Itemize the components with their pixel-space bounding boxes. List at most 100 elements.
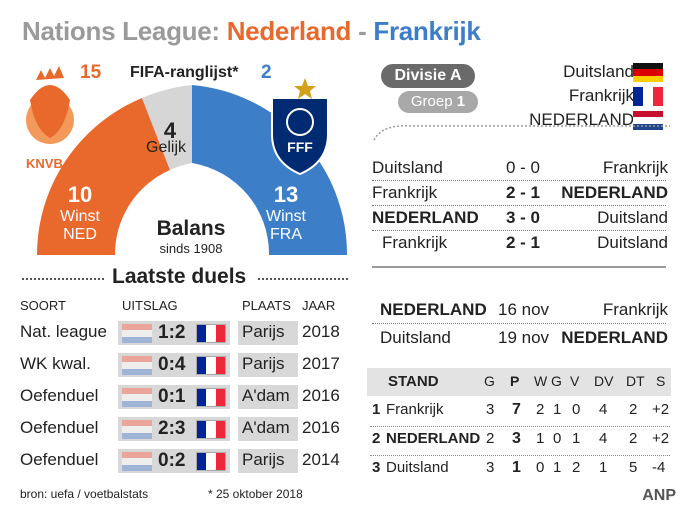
fifa-rank-ned: 15 bbox=[80, 62, 102, 83]
fra-flag-icon bbox=[196, 452, 226, 471]
standings-col-g: G bbox=[484, 373, 495, 389]
ned-flag-icon bbox=[122, 324, 152, 343]
col-header-soort: SOORT bbox=[20, 298, 66, 313]
flag-stripe bbox=[197, 421, 207, 438]
flag-stripe bbox=[206, 357, 216, 374]
flag-stripe bbox=[122, 330, 152, 337]
group-badge: Groep 1 bbox=[398, 91, 478, 113]
row-divider bbox=[372, 230, 666, 231]
standings-v: 2 bbox=[572, 459, 581, 476]
draws-block: 4 bbox=[150, 118, 190, 144]
standings-row: 3 Duitsland 3 1 0 1 2 1 5 -4 bbox=[370, 459, 670, 483]
standings-title: STAND bbox=[388, 373, 439, 390]
flag-stripe bbox=[197, 389, 207, 406]
result-home: NEDERLAND bbox=[372, 208, 479, 227]
flag-stripe bbox=[215, 453, 225, 470]
division-badge: Divisie A bbox=[381, 64, 475, 88]
ned-wins-label2: NED bbox=[63, 226, 97, 243]
knvb-logo bbox=[26, 66, 74, 144]
standings-row: 1 Frankrijk 3 7 2 1 0 4 2 +2 bbox=[370, 401, 670, 425]
standings-col-s: S bbox=[656, 373, 666, 389]
flag-stripe bbox=[122, 336, 152, 343]
standings-team: Duitsland bbox=[386, 459, 449, 476]
duel-uitslag: 0:4 bbox=[158, 354, 186, 375]
standings-row: 2 NEDERLAND 2 3 1 0 1 4 2 +2 bbox=[370, 430, 670, 454]
section-divider-right bbox=[258, 278, 348, 280]
flag-stripe bbox=[122, 356, 152, 363]
duel-plaats: A'dam bbox=[242, 418, 290, 437]
row-divider bbox=[372, 205, 666, 206]
flag-stripe bbox=[215, 389, 225, 406]
ned-flag-icon bbox=[122, 420, 152, 439]
fifa-rank-fra: 2 bbox=[261, 62, 272, 83]
standings-pos: 1 bbox=[372, 401, 381, 418]
fra-wins-block: 13 bbox=[256, 182, 316, 208]
flag-stripe bbox=[215, 421, 225, 438]
fra-flag-icon bbox=[633, 87, 663, 106]
standings-dv: 4 bbox=[599, 430, 608, 447]
standings-col-gg: G bbox=[551, 373, 562, 389]
upcoming-away: Frankrijk bbox=[602, 300, 668, 319]
row-divider bbox=[372, 323, 666, 324]
standings-team: NEDERLAND bbox=[386, 430, 481, 447]
place-box bbox=[238, 321, 298, 345]
standings-col-w: W bbox=[534, 373, 548, 389]
flag-stripe bbox=[206, 389, 216, 406]
group-number: 1 bbox=[456, 93, 466, 110]
ned-flag-icon bbox=[122, 356, 152, 375]
draws-label: Gelijk bbox=[146, 139, 187, 156]
flag-stripe bbox=[206, 421, 216, 438]
standings-s: +2 bbox=[652, 430, 670, 447]
flag-stripe bbox=[633, 63, 663, 70]
standings-col-v: V bbox=[570, 373, 580, 389]
gauge-draw-segment bbox=[142, 85, 192, 170]
ned-wins-count: 10 bbox=[67, 182, 93, 207]
flag-stripe bbox=[633, 117, 663, 124]
duels-title: Laatste duels bbox=[112, 265, 247, 288]
section-divider bbox=[372, 266, 666, 268]
standings-g: 3 bbox=[486, 459, 495, 476]
standings-v: 1 bbox=[572, 430, 581, 447]
ger-flag-icon bbox=[633, 63, 663, 82]
group-team-name: NEDERLAND bbox=[529, 110, 634, 129]
footer-source: bron: uefa / voetbalstats bbox=[20, 487, 149, 501]
duel-uitslag: 2:3 bbox=[158, 418, 186, 439]
fra-flag-icon bbox=[196, 388, 226, 407]
result-row: Frankrijk 2 - 1 Duitsland bbox=[370, 231, 668, 255]
standings-w: 0 bbox=[536, 459, 545, 476]
flag-stripe bbox=[122, 464, 152, 471]
standings-pos: 2 bbox=[372, 430, 381, 447]
standings-v: 0 bbox=[572, 401, 581, 418]
duel-soort: Nat. league bbox=[20, 322, 107, 341]
duel-plaats: Parijs bbox=[242, 354, 285, 373]
standings-gg: 0 bbox=[553, 430, 562, 447]
result-away: Frankrijk bbox=[602, 158, 668, 177]
standings-g: 3 bbox=[486, 401, 495, 418]
result-score: 2 - 1 bbox=[506, 183, 541, 202]
upcoming-away: NEDERLAND bbox=[561, 328, 668, 347]
fra-flag-icon bbox=[196, 324, 226, 343]
flag-stripe bbox=[122, 362, 152, 369]
col-header-plaats: PLAATS bbox=[242, 298, 291, 313]
balance-subtitle: sinds 1908 bbox=[159, 241, 223, 256]
result-score: 3 - 0 bbox=[506, 208, 541, 227]
result-away: Duitsland bbox=[597, 208, 668, 227]
flag-stripe bbox=[122, 324, 152, 331]
ned-flag-icon bbox=[122, 452, 152, 471]
standings-dt: 2 bbox=[629, 430, 638, 447]
duel-row: Oefenduel 2:3 A'dam 2016 bbox=[0, 416, 360, 444]
fra-wins-label1: Winst bbox=[266, 208, 306, 225]
balance-title: Balans bbox=[156, 217, 226, 240]
fff-logo: FFF bbox=[271, 78, 329, 176]
duel-jaar: 2014 bbox=[302, 450, 340, 469]
duel-jaar: 2016 bbox=[302, 386, 340, 405]
duel-uitslag: 0:2 bbox=[158, 450, 186, 471]
upcoming-date: 19 nov bbox=[498, 328, 550, 347]
result-row: NEDERLAND 3 - 0 Duitsland bbox=[370, 206, 668, 230]
result-home: Frankrijk bbox=[382, 233, 448, 252]
title-prefix: Nations League: bbox=[22, 16, 220, 46]
duel-soort: Oefenduel bbox=[20, 418, 99, 437]
standings-w: 2 bbox=[536, 401, 545, 418]
col-header-jaar: JAAR bbox=[302, 298, 336, 313]
flag-stripe bbox=[653, 87, 663, 106]
